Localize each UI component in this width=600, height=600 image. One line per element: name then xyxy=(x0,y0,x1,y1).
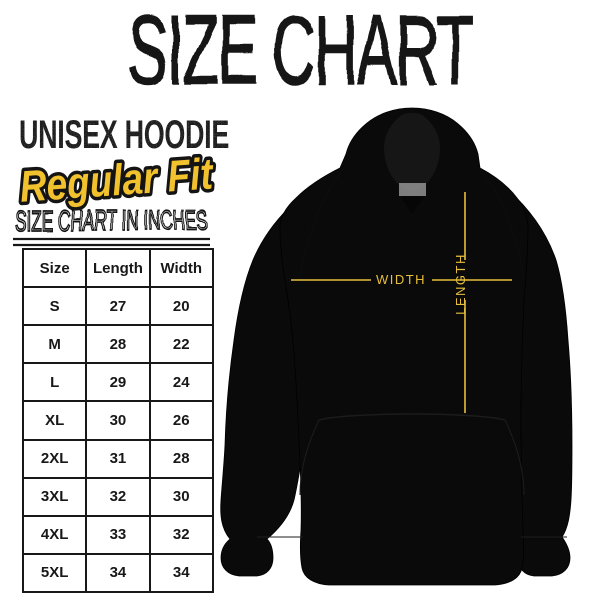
svg-text:SIZE CHART: SIZE CHART xyxy=(128,0,472,105)
svg-text:Regular Fit: Regular Fit xyxy=(18,149,216,211)
svg-text:SIZE CHART IN INCHES: SIZE CHART IN INCHES xyxy=(15,205,208,236)
svg-text:LENGTH: LENGTH xyxy=(453,253,468,315)
svg-text:WIDTH: WIDTH xyxy=(376,272,426,287)
